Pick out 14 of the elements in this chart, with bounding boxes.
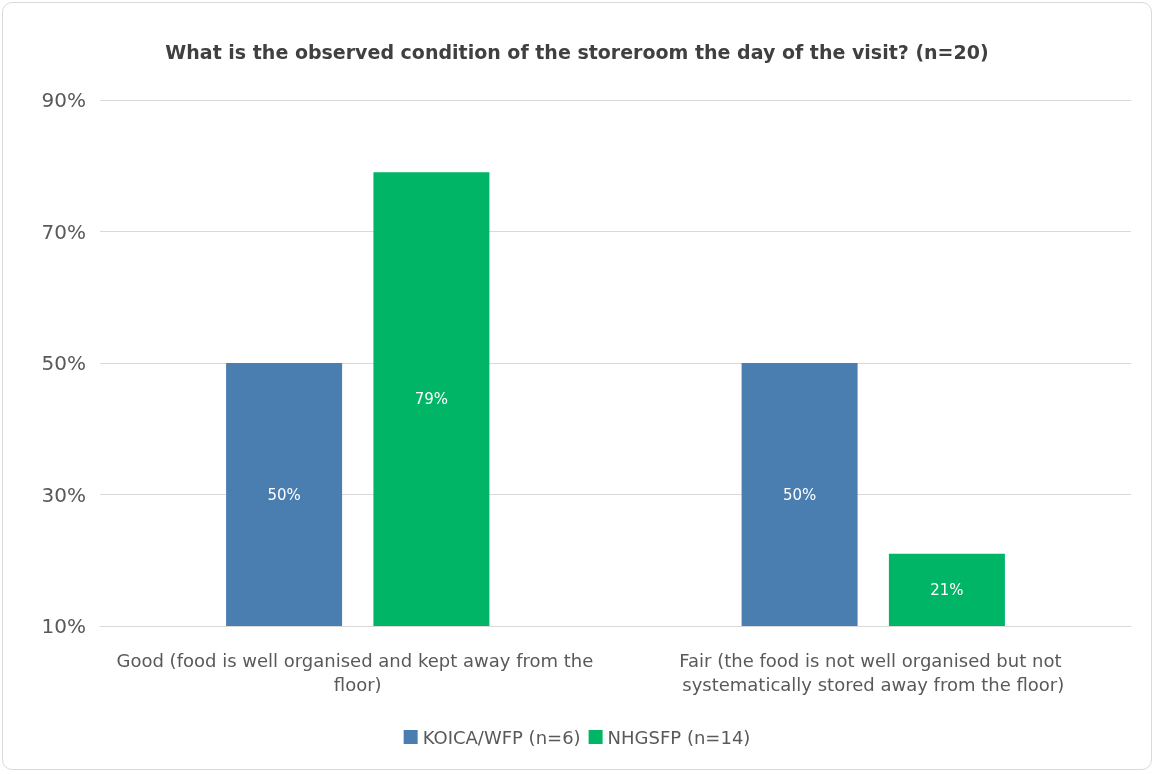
y-tick-label: 10% xyxy=(41,614,86,638)
legend-label: KOICA/WFP (n=6) xyxy=(422,726,581,748)
y-tick-label: 50% xyxy=(41,351,86,375)
data-label: 79% xyxy=(414,390,449,409)
data-label: 50% xyxy=(782,485,817,504)
chart-title: What is the observed condition of the storeroom the day of the visit? (n=20) xyxy=(165,40,989,63)
x-tick-label: Good (food is well organised and kept away from the floor) xyxy=(116,649,600,695)
legend-label: NHGSFP (n=14) xyxy=(607,726,751,748)
data-label: 21% xyxy=(930,580,964,599)
data-label: 50% xyxy=(267,485,301,504)
y-tick-label: 30% xyxy=(41,482,86,507)
y-tick-label: 70% xyxy=(41,219,86,244)
y-tick-label: 90% xyxy=(41,88,86,112)
x-tick-label: Fair (the food is not well organised but not systematically stored away from the floor) xyxy=(679,649,1068,695)
